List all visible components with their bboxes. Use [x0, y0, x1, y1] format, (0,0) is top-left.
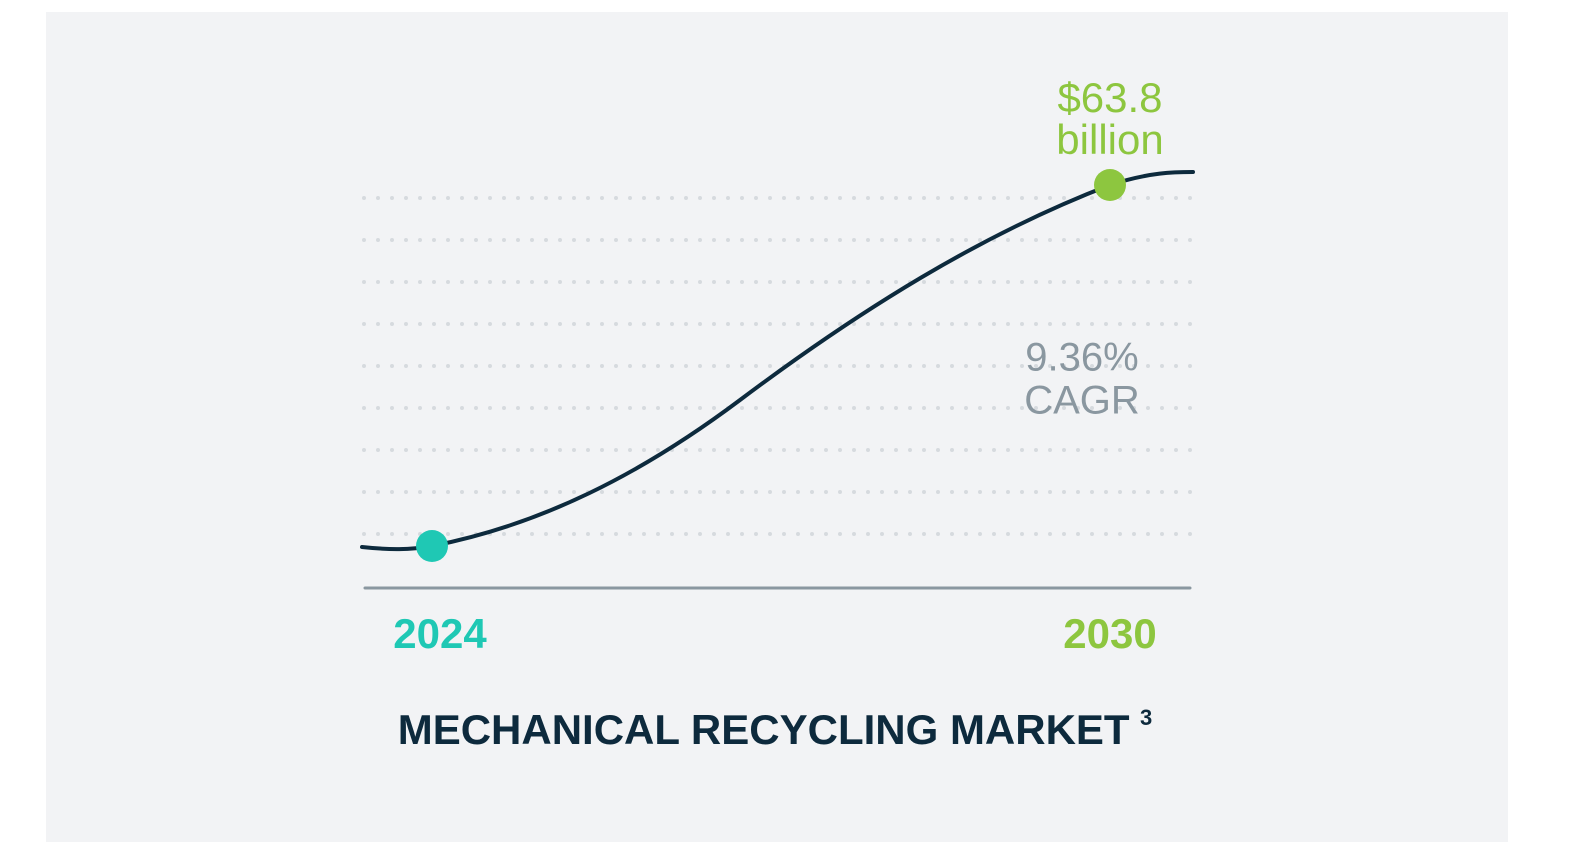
dotted-grid [362, 196, 1194, 536]
growth-rate: 9.36% [1025, 336, 1138, 380]
end-unit: billion [1056, 116, 1163, 163]
start-year: 2024 [393, 610, 487, 657]
end-year: 2030 [1063, 610, 1156, 657]
title-text: MECHANICAL RECYCLING MARKET [398, 706, 1130, 753]
end-amount: $63.8 [1057, 74, 1162, 121]
title: MECHANICAL RECYCLING MARKET 3 [398, 705, 1153, 753]
growth-label: CAGR [1024, 379, 1140, 423]
end-dot [1094, 169, 1126, 201]
panel [46, 12, 1508, 842]
start-dot [416, 530, 448, 562]
title-footnote: 3 [1140, 705, 1152, 730]
